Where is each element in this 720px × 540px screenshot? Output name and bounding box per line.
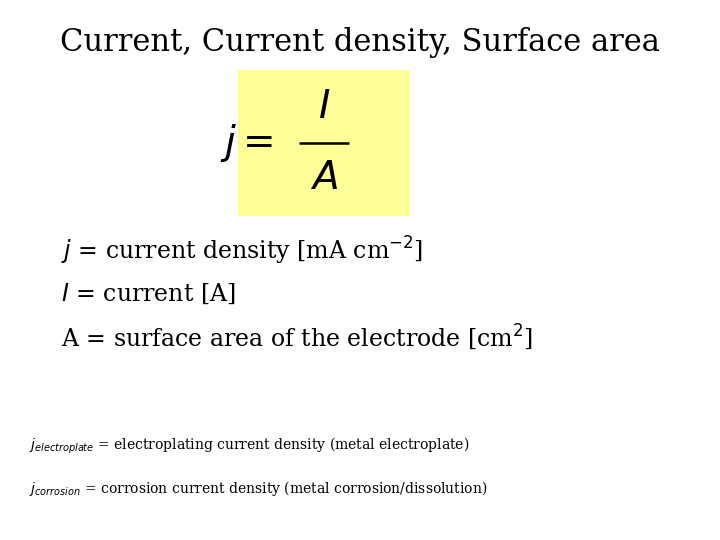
Text: $j_{corrosion}$ = corrosion current density (metal corrosion/dissolution): $j_{corrosion}$ = corrosion current dens…	[29, 479, 487, 498]
Text: Current, Current density, Surface area: Current, Current density, Surface area	[60, 27, 660, 58]
Text: $j_{electroplate}$ = electroplating current density (metal electroplate): $j_{electroplate}$ = electroplating curr…	[29, 435, 469, 456]
Text: $j =$: $j =$	[220, 122, 274, 164]
Text: A = surface area of the electrode [cm$^{2}$]: A = surface area of the electrode [cm$^{…	[61, 323, 533, 352]
Text: $j$ = current density [mA cm$^{-2}$]: $j$ = current density [mA cm$^{-2}$]	[61, 235, 423, 267]
Text: $I$ = current [A]: $I$ = current [A]	[61, 282, 235, 307]
FancyBboxPatch shape	[238, 70, 410, 216]
Text: $I$: $I$	[318, 90, 330, 126]
Text: $A$: $A$	[310, 160, 338, 197]
